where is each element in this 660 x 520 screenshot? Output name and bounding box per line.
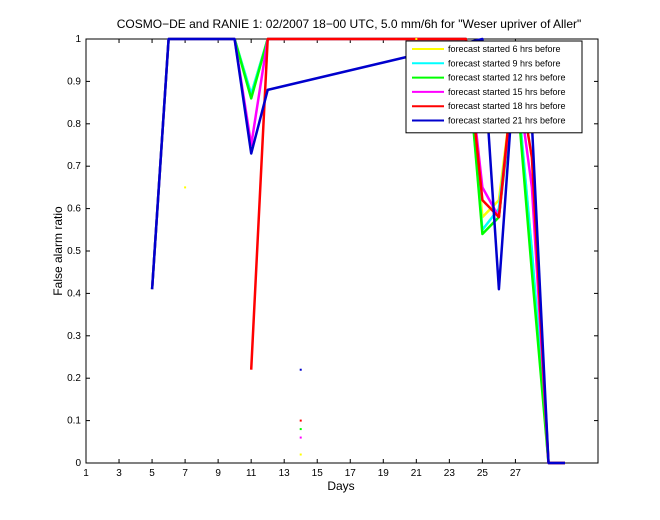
x-tick-label: 13 [279, 468, 291, 479]
y-tick-label: 0.5 [67, 246, 81, 257]
y-axis: 0 0.1 0.2 0.3 0.4 0.5 0.6 0.7 0.8 0.9 1 [67, 34, 598, 469]
x-tick-label: 17 [345, 468, 357, 479]
data-point-0 [415, 38, 418, 40]
x-tick-label: 9 [215, 468, 221, 479]
data-point-4 [299, 419, 302, 422]
y-tick-label: 0.3 [67, 331, 81, 342]
series-dots [184, 38, 418, 456]
y-tick-label: 0.1 [67, 416, 81, 427]
y-tick-label: 0.6 [67, 204, 81, 215]
x-axis-label: Days [327, 479, 354, 493]
legend-label: forecast started 18 hrs before [448, 101, 566, 111]
data-point-2 [299, 428, 302, 431]
data-point-5 [299, 368, 302, 371]
data-point-0 [299, 453, 302, 456]
y-tick-label: 0 [75, 458, 81, 469]
legend-label: forecast started 21 hrs before [448, 116, 566, 126]
x-tick-label: 15 [312, 468, 324, 479]
data-point-3 [299, 436, 302, 439]
series-lines [150, 37, 565, 465]
legend-label: forecast started 15 hrs before [448, 87, 566, 97]
y-tick-label: 0.2 [67, 373, 81, 384]
x-tick-label: 27 [510, 468, 522, 479]
y-tick-label: 0.4 [67, 288, 81, 299]
y-tick-label: 0.8 [67, 119, 81, 130]
x-tick-label: 11 [246, 468, 257, 479]
legend-label: forecast started 9 hrs before [448, 58, 561, 68]
legend-label: forecast started 6 hrs before [448, 44, 561, 54]
y-tick-label: 1 [75, 34, 81, 45]
chart-title: COSMO−DE and RANIE 1: 02/2007 18−00 UTC,… [117, 17, 582, 31]
y-tick-label: 0.9 [67, 76, 81, 87]
y-axis-label: False alarm ratio [51, 206, 65, 296]
x-tick-label: 1 [83, 468, 89, 479]
x-tick-label: 25 [477, 468, 489, 479]
legend-box [405, 40, 583, 134]
x-tick-label: 5 [149, 468, 155, 479]
x-tick-label: 23 [444, 468, 456, 479]
data-point-0 [184, 186, 187, 189]
series-line-5 [150, 37, 565, 465]
x-tick-label: 19 [378, 468, 390, 479]
x-axis: 1 3 5 7 9 11 13 15 17 19 21 23 25 27 [83, 39, 521, 479]
y-tick-label: 0.7 [67, 161, 81, 172]
legend: forecast started 6 hrs before forecast st… [405, 40, 583, 134]
x-tick-label: 7 [182, 468, 188, 479]
x-tick-label: 3 [116, 468, 122, 479]
legend-label: forecast started 12 hrs before [448, 73, 566, 83]
x-tick-label: 21 [411, 468, 423, 479]
